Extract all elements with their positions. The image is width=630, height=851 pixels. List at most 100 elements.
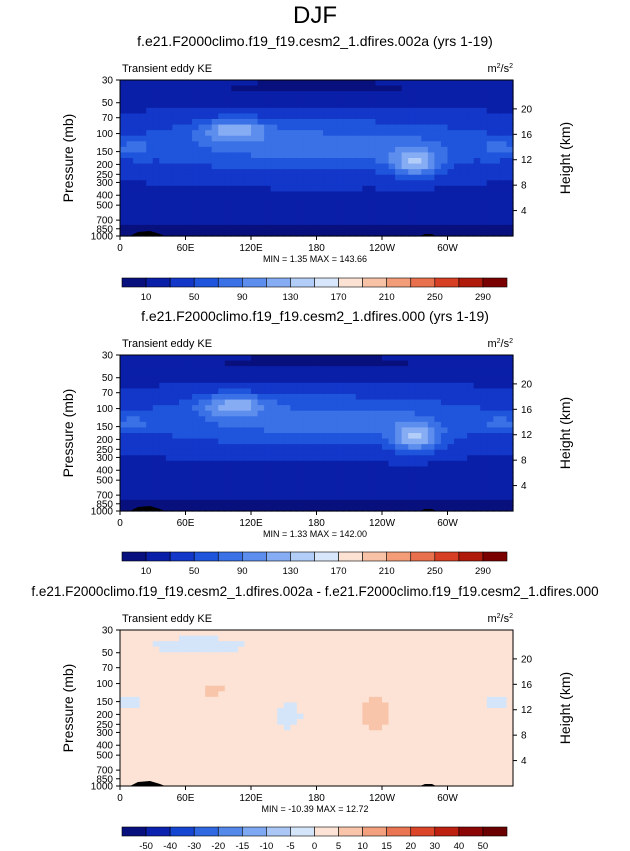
field-cell [375,483,383,490]
field-cell [473,483,481,490]
field-cell [316,702,324,709]
field-cell [388,163,396,170]
field-cell [460,641,468,648]
field-cell [120,730,128,737]
colorbar-swatch [386,277,412,288]
field-cell [303,107,311,115]
field-cell [499,438,508,445]
field-cell [165,685,173,692]
field-cell [460,355,468,362]
field-cell [251,113,259,120]
field-cell [440,657,449,665]
field-cell [264,635,272,642]
field-cell [368,202,377,209]
field-cell [342,130,350,137]
field-cell [277,646,285,653]
field-cell [362,477,370,484]
field-cell [290,107,298,115]
field-cell [231,80,239,87]
field-cell [185,444,193,451]
field-cell [349,713,357,720]
field-cell [349,758,357,765]
field-cell [493,197,501,204]
field-cell [296,366,304,373]
field-cell [126,107,134,115]
field-cell [447,377,455,384]
field-cell [408,416,416,423]
field-cell [473,394,481,401]
field-cell [434,208,442,215]
field-cell [447,202,455,209]
field-cell [486,724,494,731]
field-cell [159,96,167,103]
field-cell [336,494,344,501]
field-cell [283,107,291,115]
field-cell [126,421,134,429]
field-cell [211,124,219,131]
field-cell [237,663,246,670]
field-cell [264,730,272,737]
field-cell [342,719,350,726]
pressure-tick-label: 1000 [91,507,114,518]
field-cell [192,366,200,373]
field-cell [329,696,337,704]
field-cell [342,652,350,659]
field-cell [251,85,259,92]
field-cell [316,230,324,237]
field-cell [139,208,147,215]
field-cell [218,680,226,687]
field-cell [368,460,377,468]
field-cell [460,494,468,501]
field-cell [231,377,239,384]
field-cell [165,377,173,384]
field-cell [192,85,200,92]
field-cell [388,466,396,473]
field-cell [336,449,344,456]
field-cell [120,191,128,198]
field-cell [133,388,141,395]
units-part: 2 [497,63,501,70]
field-cell [251,191,259,198]
field-cell [264,96,272,103]
units-label: m2/s2 [487,338,513,350]
field-cell [506,219,514,226]
field-cell [178,416,187,423]
field-cell [152,438,160,445]
field-cell [133,630,141,637]
field-cell [342,630,350,637]
field-cell [355,124,363,131]
field-cell [185,382,193,390]
field-cell [355,702,363,709]
field-cell [440,394,449,401]
field-cell [218,663,226,670]
field-cell [172,460,180,468]
field-cell [454,371,462,378]
field-cell [224,724,232,731]
field-cell [447,102,455,109]
pressure-tick-label: 150 [96,422,113,433]
field-cell [172,477,180,484]
field-cell [499,713,508,720]
field-cell [368,169,377,176]
field-cell [427,657,435,665]
field-cell [467,191,475,198]
field-cell [368,141,377,148]
field-cell [355,685,363,692]
field-cell [473,747,481,754]
field-cell [408,399,416,406]
field-cell [178,494,187,501]
field-cell [126,360,134,367]
field-cell [146,360,154,367]
field-cell [421,158,429,165]
field-cell [296,685,304,692]
field-cell [120,355,128,362]
field-cell [506,646,514,653]
field-cell [506,355,514,362]
field-cell [323,646,331,653]
field-cell [480,416,488,423]
field-cell [355,174,363,181]
field-cell [395,107,403,115]
field-cell [323,713,331,720]
field-cell [309,185,318,193]
field-cell [264,421,272,429]
